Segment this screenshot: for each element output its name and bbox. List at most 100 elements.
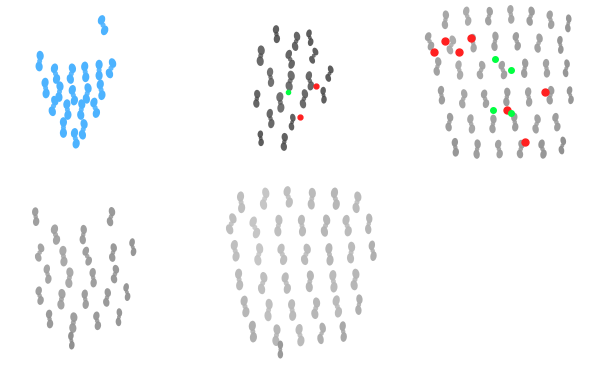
Ellipse shape: [260, 281, 265, 286]
Ellipse shape: [284, 281, 289, 286]
Ellipse shape: [471, 41, 475, 45]
Ellipse shape: [276, 92, 283, 102]
Ellipse shape: [290, 307, 295, 312]
Ellipse shape: [79, 107, 84, 112]
Ellipse shape: [320, 87, 326, 95]
Ellipse shape: [483, 99, 489, 108]
Ellipse shape: [453, 145, 458, 150]
Ellipse shape: [321, 96, 327, 104]
Ellipse shape: [461, 96, 466, 101]
Ellipse shape: [239, 200, 244, 205]
Ellipse shape: [548, 18, 553, 22]
Ellipse shape: [33, 217, 40, 226]
Ellipse shape: [476, 70, 483, 79]
Ellipse shape: [82, 289, 88, 299]
Ellipse shape: [257, 130, 263, 138]
Ellipse shape: [35, 253, 41, 262]
Ellipse shape: [83, 94, 90, 104]
Ellipse shape: [53, 74, 60, 84]
Ellipse shape: [101, 26, 109, 35]
Ellipse shape: [232, 251, 239, 262]
Ellipse shape: [267, 68, 273, 77]
Ellipse shape: [304, 244, 311, 254]
Ellipse shape: [237, 191, 244, 202]
Ellipse shape: [290, 114, 296, 122]
Ellipse shape: [350, 280, 358, 290]
Ellipse shape: [443, 18, 448, 22]
Ellipse shape: [41, 78, 49, 88]
Ellipse shape: [322, 93, 325, 97]
Ellipse shape: [469, 122, 473, 126]
Ellipse shape: [567, 86, 572, 95]
Ellipse shape: [97, 80, 104, 89]
Ellipse shape: [79, 130, 86, 139]
Ellipse shape: [331, 188, 338, 198]
Ellipse shape: [110, 243, 117, 252]
Ellipse shape: [131, 247, 136, 256]
Ellipse shape: [287, 71, 295, 80]
Ellipse shape: [455, 60, 462, 70]
Ellipse shape: [515, 39, 519, 44]
Ellipse shape: [327, 252, 332, 257]
Text: 7: 7: [6, 190, 14, 200]
Ellipse shape: [233, 248, 238, 253]
Ellipse shape: [281, 142, 287, 151]
Ellipse shape: [37, 296, 44, 305]
Ellipse shape: [514, 42, 521, 51]
Ellipse shape: [235, 269, 242, 279]
Ellipse shape: [53, 235, 60, 245]
Ellipse shape: [274, 324, 281, 335]
Ellipse shape: [518, 147, 523, 151]
Ellipse shape: [77, 110, 85, 120]
Ellipse shape: [535, 43, 541, 53]
Ellipse shape: [35, 62, 43, 72]
Ellipse shape: [259, 139, 264, 146]
Ellipse shape: [35, 287, 42, 295]
Ellipse shape: [301, 255, 308, 265]
Ellipse shape: [49, 107, 56, 116]
Ellipse shape: [129, 238, 135, 247]
Ellipse shape: [277, 103, 284, 113]
Ellipse shape: [355, 305, 362, 315]
Ellipse shape: [109, 253, 115, 262]
Ellipse shape: [566, 14, 572, 23]
Ellipse shape: [304, 252, 308, 257]
Ellipse shape: [438, 86, 444, 95]
Ellipse shape: [559, 146, 564, 154]
Ellipse shape: [268, 75, 273, 80]
Ellipse shape: [479, 68, 484, 72]
Ellipse shape: [564, 59, 570, 68]
Ellipse shape: [277, 244, 284, 254]
Ellipse shape: [280, 255, 287, 265]
Ellipse shape: [229, 221, 234, 226]
Ellipse shape: [367, 222, 371, 226]
Ellipse shape: [59, 297, 64, 302]
Ellipse shape: [43, 89, 50, 98]
Ellipse shape: [51, 103, 56, 108]
Ellipse shape: [310, 196, 314, 201]
Ellipse shape: [236, 280, 243, 290]
Ellipse shape: [268, 78, 274, 87]
Ellipse shape: [71, 320, 76, 325]
Ellipse shape: [92, 105, 98, 110]
Ellipse shape: [78, 99, 85, 109]
Ellipse shape: [103, 298, 109, 307]
Ellipse shape: [461, 89, 467, 98]
Ellipse shape: [67, 275, 72, 280]
Ellipse shape: [274, 35, 280, 43]
Ellipse shape: [58, 289, 65, 299]
Ellipse shape: [111, 250, 115, 255]
Ellipse shape: [435, 57, 442, 66]
Ellipse shape: [231, 240, 238, 250]
Ellipse shape: [308, 38, 313, 46]
Ellipse shape: [540, 147, 545, 151]
Ellipse shape: [522, 58, 529, 68]
Ellipse shape: [260, 272, 268, 283]
Ellipse shape: [288, 57, 292, 62]
Ellipse shape: [287, 78, 293, 84]
Ellipse shape: [457, 68, 461, 72]
Ellipse shape: [253, 225, 257, 230]
Ellipse shape: [90, 97, 98, 107]
Ellipse shape: [368, 241, 375, 250]
Ellipse shape: [69, 341, 74, 350]
